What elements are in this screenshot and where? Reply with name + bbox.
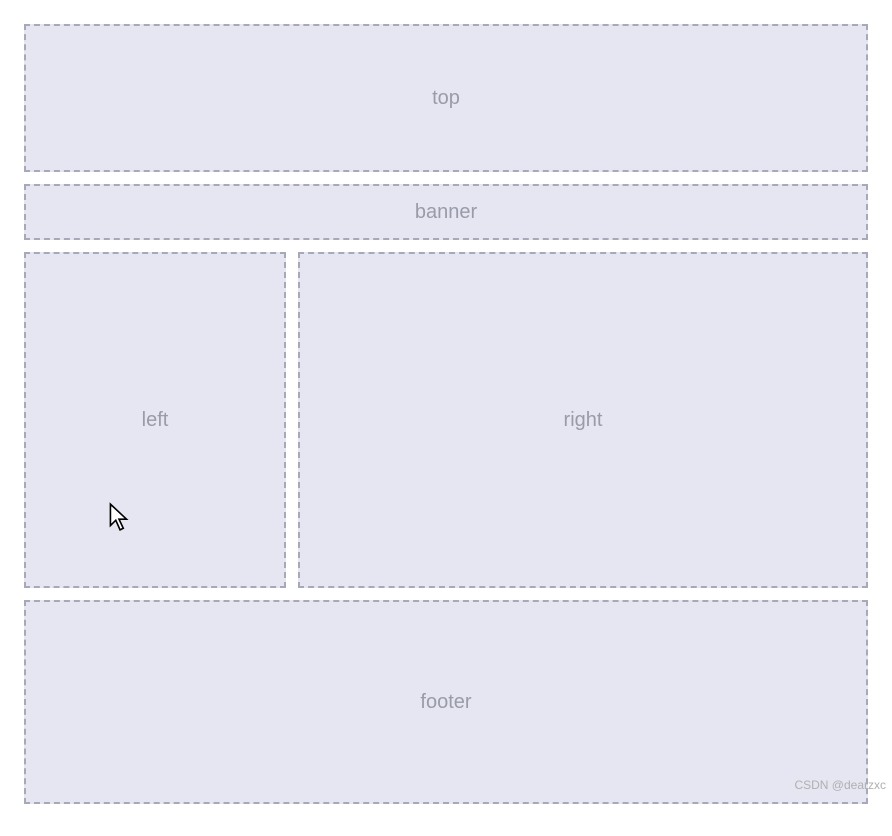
layout-region-footer: footer <box>24 600 868 804</box>
top-label: top <box>432 87 460 110</box>
layout-region-left: left <box>24 252 286 588</box>
layout-container: top banner left right footer <box>24 24 868 812</box>
banner-label: banner <box>415 201 477 224</box>
layout-region-banner: banner <box>24 184 868 240</box>
layout-mid-row: left right <box>24 252 868 588</box>
footer-label: footer <box>420 691 471 714</box>
left-label: left <box>142 409 169 432</box>
right-label: right <box>564 409 603 432</box>
layout-region-right: right <box>298 252 868 588</box>
watermark-text: CSDN @dearzxc <box>794 778 886 792</box>
layout-region-top: top <box>24 24 868 172</box>
